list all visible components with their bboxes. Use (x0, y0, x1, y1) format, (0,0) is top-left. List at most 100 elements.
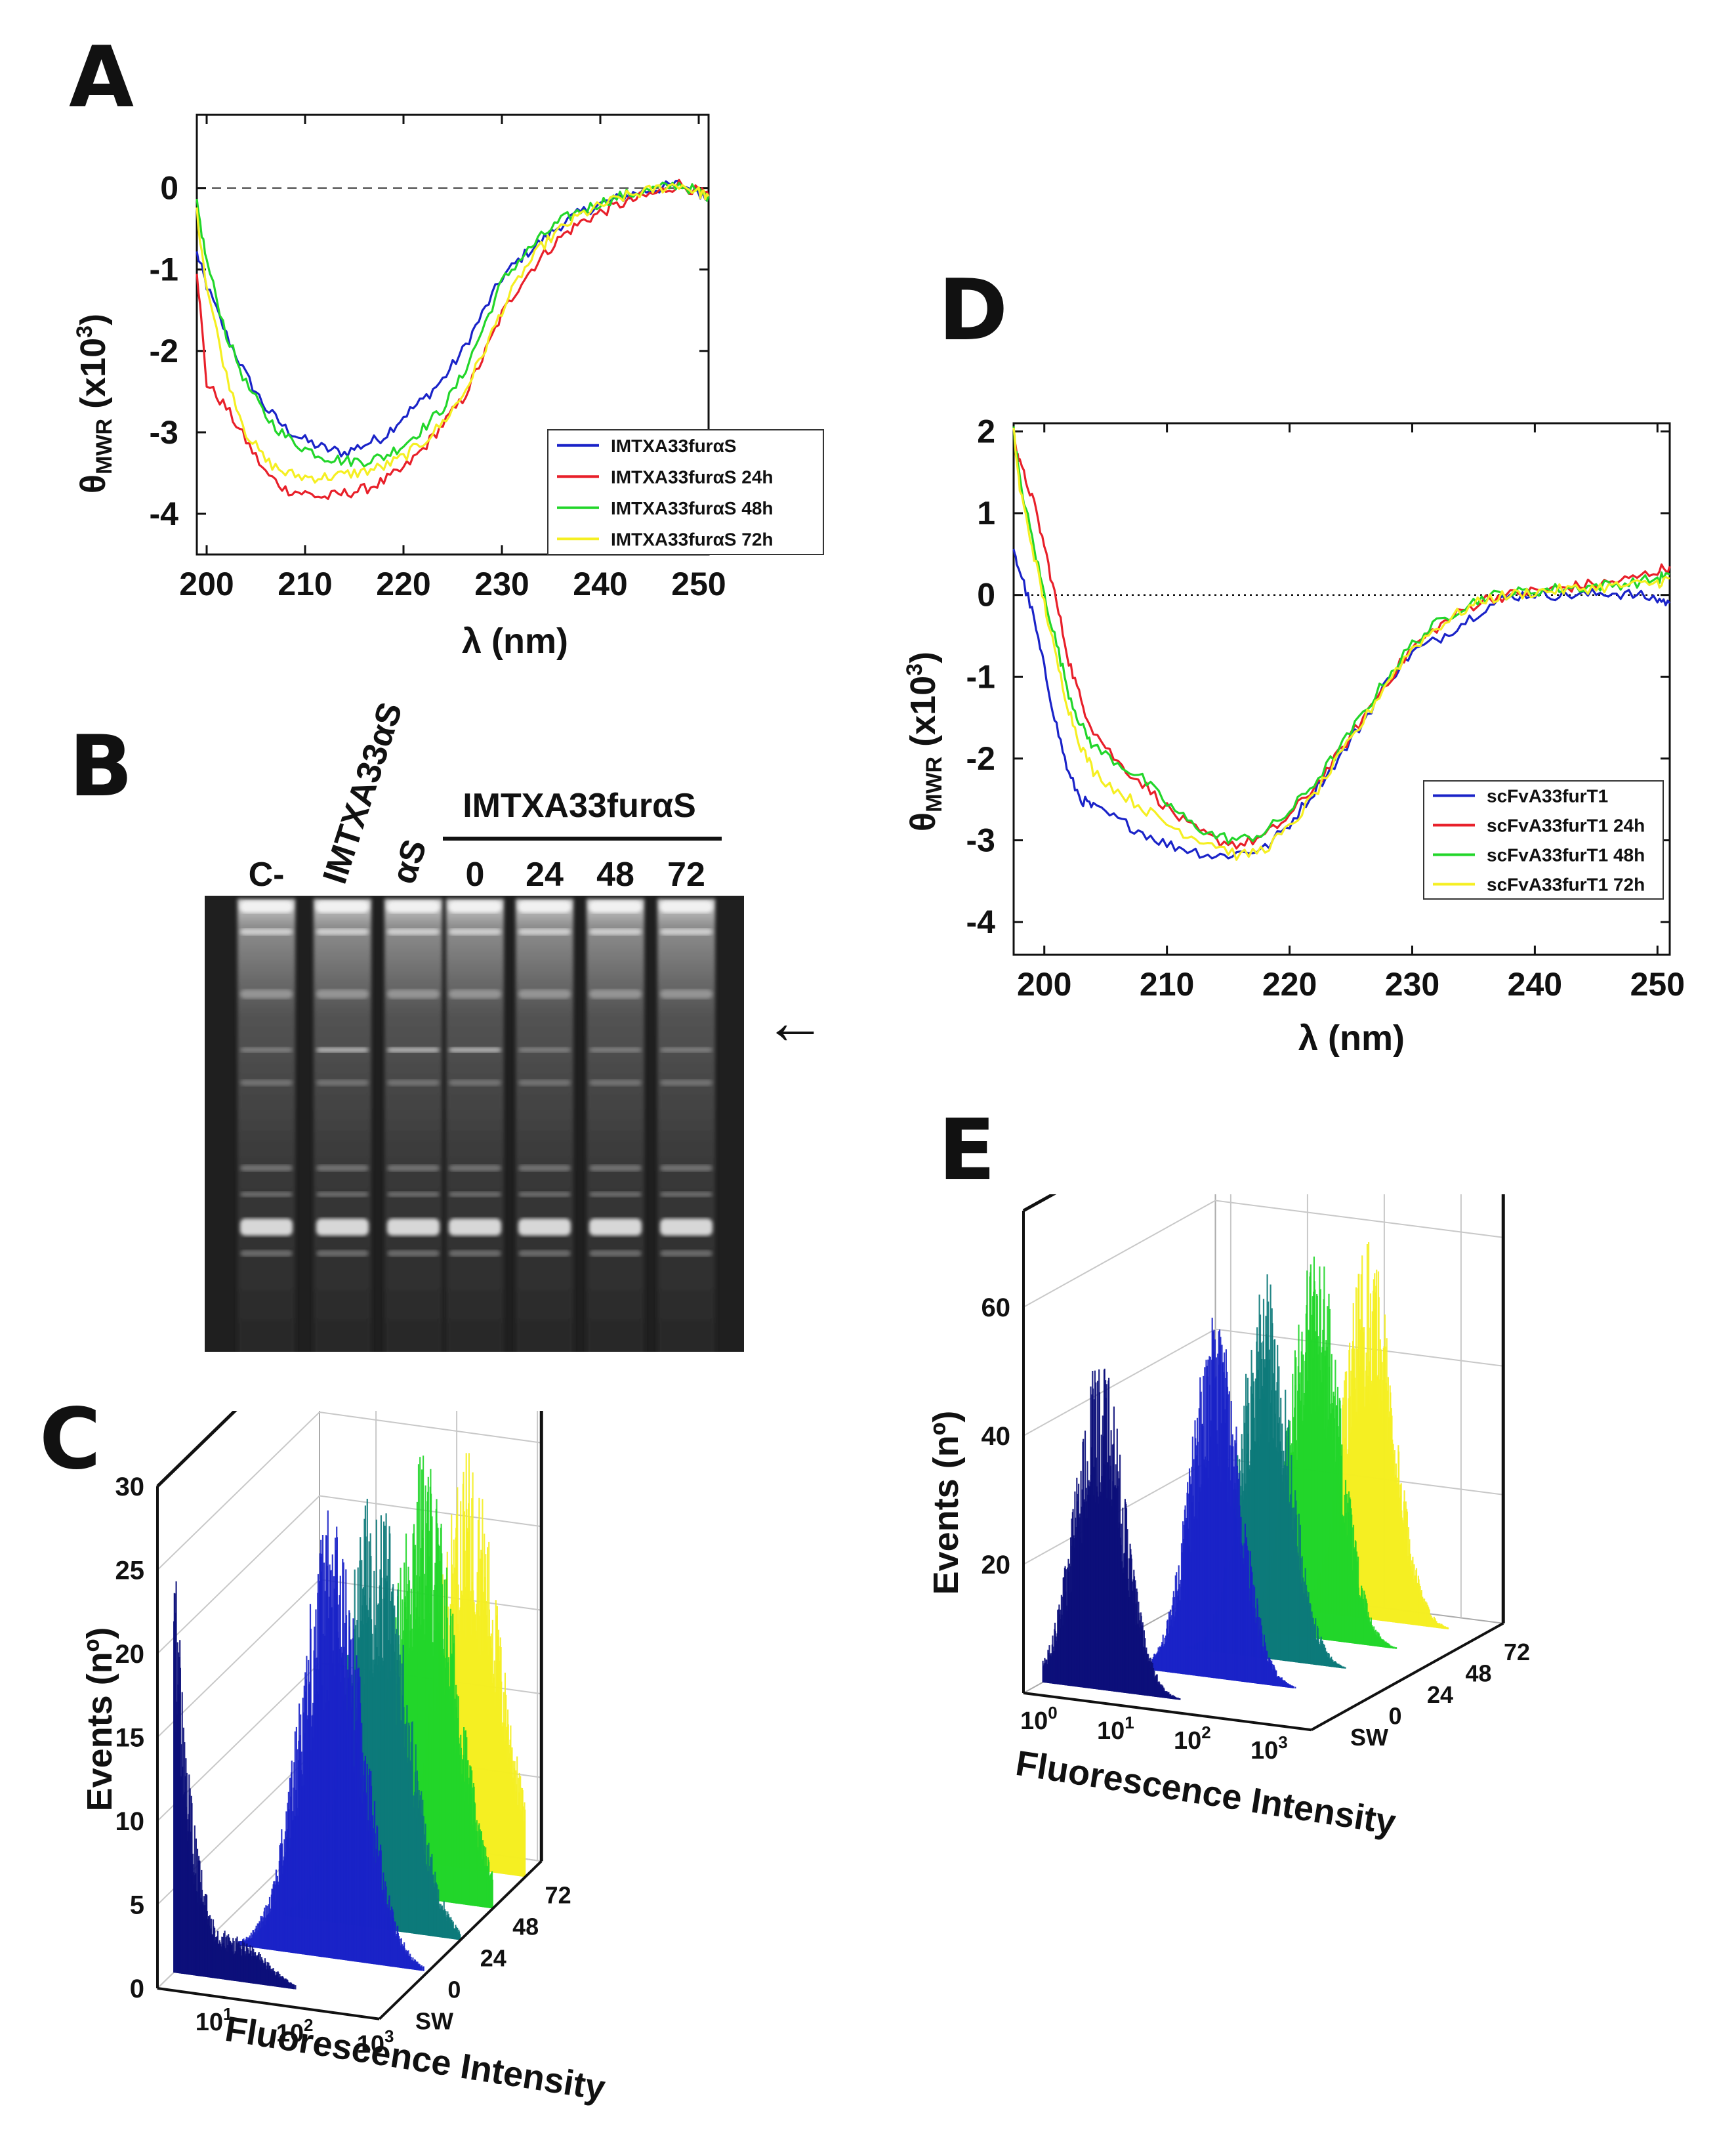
panel-label-b: B (69, 718, 133, 816)
y-axis-label-d: θMWR (x103) (905, 652, 947, 831)
z-axis-label-c: Events (nº) (80, 1627, 119, 1812)
x-tick-label: 240 (1508, 966, 1562, 1003)
legend-label-3: scFvA33furT1 72h (1487, 875, 1645, 895)
x-tick-label: 250 (1630, 966, 1685, 1003)
y-tick-label: 1 (977, 495, 995, 532)
histogram-series-48 (1233, 1256, 1397, 1649)
z-tick-label: 20 (982, 1551, 1011, 1579)
gel-band (518, 1192, 571, 1197)
y-axis-label-d-theta: θ (905, 812, 943, 831)
lane-label-c-minus: C- (249, 856, 285, 894)
x-tick-label: 220 (1262, 966, 1317, 1003)
depth-label-48: 48 (512, 1913, 539, 1940)
gel-band (449, 990, 501, 999)
series-line-0 (1012, 549, 1671, 860)
gel-band (387, 901, 440, 913)
legend-label-2: scFvA33furT1 48h (1487, 845, 1645, 866)
legend-d: scFvA33furT1 scFvA33furT1 24h scFvA33furT1… (1423, 780, 1664, 900)
y-axis-label-a-close: ) (73, 314, 113, 325)
x-axis-line (1023, 1692, 1312, 1732)
gel-band (240, 901, 293, 913)
legend-a: IMTXA33furαS IMTXA33furαS 24h IMTXA33furαS… (547, 429, 824, 555)
lane-label-24: 24 (526, 856, 564, 894)
y-axis-label-d-close: ) (905, 652, 943, 663)
band-arrow-icon: ← (764, 987, 827, 1057)
gel-band (316, 1192, 369, 1197)
gel-lane-1 (314, 899, 371, 1352)
gel-band (518, 990, 571, 999)
gel-band (589, 1079, 642, 1086)
gel-band (449, 901, 501, 913)
x-tick-label: 102 (276, 2015, 314, 2047)
y-tick-label: 2 (977, 413, 995, 449)
gel-band (240, 1047, 293, 1053)
z-axis-label-e: Events (nº) (926, 1411, 966, 1595)
gel-band (589, 1047, 642, 1053)
lane-label-72: 72 (667, 856, 705, 894)
gel-band (449, 1079, 501, 1086)
gel-band (660, 929, 713, 935)
depth-label-SW: SW (1350, 1724, 1388, 1751)
gel-band (316, 1047, 369, 1053)
gel-band (449, 929, 501, 935)
gel-band (316, 901, 369, 913)
y-axis-label-d-tail: (x10 (905, 676, 943, 757)
gel-band (660, 1192, 713, 1197)
gel-band (589, 1192, 642, 1197)
x-tick-label: 200 (1017, 966, 1071, 1003)
legend-label-3: IMTXA33furαS 72h (611, 529, 774, 549)
gel-band (387, 1165, 440, 1171)
lane-smear (657, 899, 715, 1352)
x-axis-label-e: Fluorescence Intensity (1013, 1744, 1398, 1843)
depth-axis-line (378, 1860, 543, 2020)
x-axis-line (157, 1987, 380, 2020)
z-tick-label: 0 (130, 1975, 144, 2003)
gel-band (449, 1192, 501, 1197)
y-tick-label: -1 (966, 658, 995, 695)
gel-band (387, 1079, 440, 1086)
z-tick-label: 30 (115, 1473, 145, 1501)
gel-band (589, 929, 642, 935)
x-axis-label-a: λ (nm) (462, 621, 568, 661)
gel-lane-0 (238, 899, 295, 1352)
box-frame (156, 1411, 543, 1862)
gel-lane-5 (587, 899, 644, 1352)
series-line-2 (1012, 426, 1670, 845)
gel-band (316, 1165, 369, 1171)
series-line-2 (196, 181, 710, 468)
legend-box (1423, 780, 1664, 900)
panel-label-c: C (39, 1390, 101, 1488)
grid-line (1023, 1200, 1504, 1308)
y-axis-label-d-sup: 3 (905, 663, 927, 676)
x-tick-label: 101 (196, 2004, 233, 2036)
gel-band (518, 1165, 571, 1171)
lane-label-48: 48 (596, 856, 634, 894)
gel-band (660, 901, 713, 913)
depth-label-48: 48 (1466, 1660, 1492, 1687)
panel-label-e: E (938, 1102, 996, 1200)
panel-label-a: A (69, 29, 134, 127)
x-tick-label: 200 (179, 566, 234, 602)
z-tick-label: 5 (130, 1891, 144, 1920)
gel-band (589, 1219, 642, 1236)
x-tick-label: 230 (1385, 966, 1439, 1003)
lane-smear (587, 899, 644, 1352)
gel-group-label: IMTXA33furαS (463, 787, 696, 825)
gel-band (660, 1047, 713, 1053)
grid-line (1023, 1328, 1504, 1436)
y-tick-label: 0 (977, 577, 995, 614)
x-tick-label: 103 (1250, 1732, 1288, 1765)
gel-band (449, 1219, 501, 1236)
lane-smear (446, 899, 504, 1352)
lane-label-as: αS (384, 835, 434, 888)
gel-band (449, 1047, 501, 1053)
y-tick-label: -4 (150, 495, 179, 532)
y-tick-label: -3 (150, 414, 178, 451)
depth-label-72: 72 (545, 1881, 571, 1908)
series-line-0 (196, 179, 710, 458)
z-tick-label: 25 (115, 1557, 145, 1585)
x-tick-label: 100 (1020, 1703, 1058, 1735)
y-axis-label-a-sub: MWR (92, 419, 117, 474)
y-axis-label-a-tail: (x10 (73, 338, 113, 419)
